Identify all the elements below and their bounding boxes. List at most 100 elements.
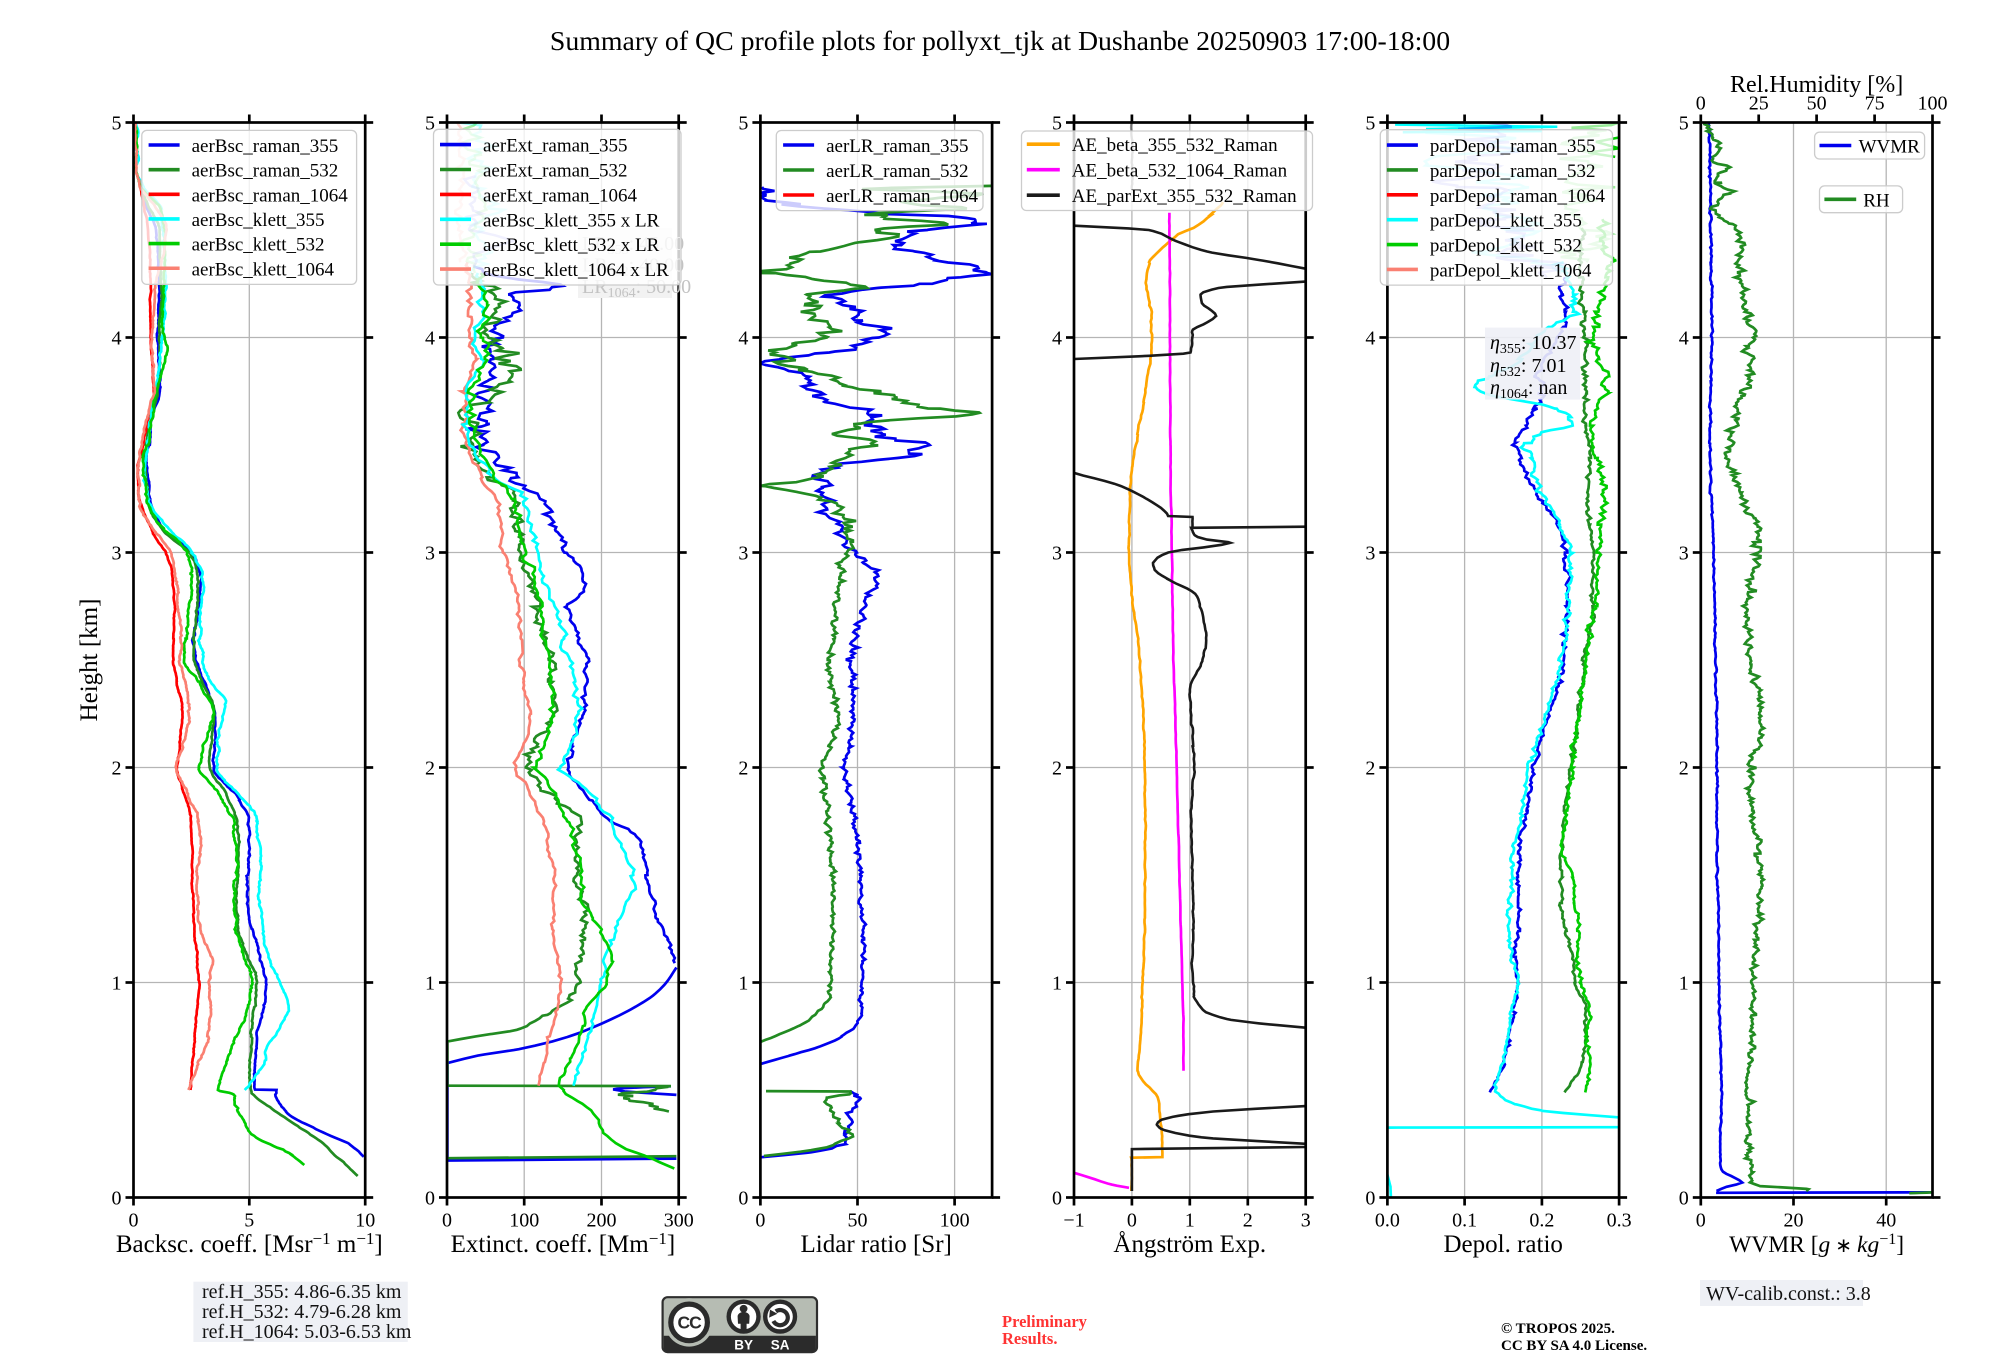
svg-text:50: 50: [848, 1210, 868, 1232]
svg-text:4: 4: [1679, 328, 1689, 350]
svg-text:AE_beta_355_532_Raman: AE_beta_355_532_Raman: [1072, 135, 1278, 156]
svg-text:aerBsc_raman_532: aerBsc_raman_532: [192, 161, 339, 182]
svg-text:0.1: 0.1: [1452, 1210, 1477, 1232]
svg-text:4: 4: [738, 328, 748, 350]
svg-text:5: 5: [1052, 113, 1062, 135]
svg-text:parDepol_klett_355: parDepol_klett_355: [1430, 211, 1582, 232]
svg-text:aerLR_raman_532: aerLR_raman_532: [826, 161, 968, 182]
svg-text:aerLR_raman_1064: aerLR_raman_1064: [826, 186, 978, 207]
svg-text:2: 2: [1365, 758, 1375, 780]
svg-text:100: 100: [940, 1210, 970, 1232]
svg-text:Height [km]: Height [km]: [76, 599, 103, 722]
svg-text:5: 5: [1365, 113, 1375, 135]
svg-text:η355: 10.37: η355: 10.37: [1490, 332, 1576, 357]
svg-text:η532: 7.01: η532: 7.01: [1490, 355, 1566, 380]
svg-text:aerBsc_klett_355: aerBsc_klett_355: [192, 210, 325, 231]
svg-text:Ångström Exp.: Ångström Exp.: [1113, 1231, 1266, 1258]
svg-text:Rel.Humidity [%]: Rel.Humidity [%]: [1730, 72, 1903, 98]
svg-text:aerExt_raman_355: aerExt_raman_355: [483, 136, 628, 157]
svg-text:parDepol_klett_1064: parDepol_klett_1064: [1430, 260, 1592, 281]
svg-text:AE_beta_532_1064_Raman: AE_beta_532_1064_Raman: [1072, 161, 1288, 182]
svg-text:25: 25: [1749, 93, 1769, 115]
svg-text:4: 4: [425, 328, 435, 350]
svg-text:aerBsc_raman_355: aerBsc_raman_355: [192, 136, 339, 157]
svg-text:4: 4: [112, 328, 122, 350]
svg-text:−1: −1: [1063, 1210, 1084, 1232]
svg-text:0: 0: [1679, 1188, 1689, 1210]
svg-text:5: 5: [244, 1210, 254, 1232]
svg-text:WVMR [g ∗ kg−1]: WVMR [g ∗ kg−1]: [1729, 1231, 1904, 1258]
svg-text:2: 2: [1243, 1210, 1253, 1232]
svg-text:ref.H_532: 4.79-6.28 km: ref.H_532: 4.79-6.28 km: [202, 1301, 402, 1323]
svg-text:3: 3: [1679, 543, 1689, 565]
svg-text:4: 4: [1052, 328, 1062, 350]
svg-text:2: 2: [1679, 758, 1689, 780]
svg-text:100: 100: [1918, 93, 1948, 115]
svg-text:0.2: 0.2: [1529, 1210, 1554, 1232]
svg-text:ref.H_1064: 5.03-6.53 km: ref.H_1064: 5.03-6.53 km: [202, 1321, 412, 1343]
svg-text:Depol. ratio: Depol. ratio: [1443, 1231, 1562, 1258]
svg-text:4: 4: [1365, 328, 1375, 350]
svg-text:WVMR: WVMR: [1859, 137, 1921, 158]
svg-text:1: 1: [425, 973, 435, 995]
svg-text:2: 2: [425, 758, 435, 780]
svg-text:5: 5: [1679, 113, 1689, 135]
svg-text:aerExt_raman_1064: aerExt_raman_1064: [483, 185, 638, 206]
svg-text:Results.: Results.: [1002, 1329, 1057, 1348]
svg-text:aerBsc_klett_532: aerBsc_klett_532: [192, 235, 325, 256]
svg-text:0.0: 0.0: [1375, 1210, 1400, 1232]
svg-text:Summary of QC profile plots fo: Summary of QC profile plots for pollyxt_…: [550, 26, 1450, 57]
svg-text:200: 200: [587, 1210, 617, 1232]
svg-text:aerBsc_klett_532 x LR: aerBsc_klett_532 x LR: [483, 235, 660, 256]
svg-text:1: 1: [1052, 973, 1062, 995]
svg-text:CC BY SA 4.0 License.: CC BY SA 4.0 License.: [1501, 1338, 1647, 1354]
svg-text:SA: SA: [771, 1338, 790, 1353]
svg-text:parDepol_raman_355: parDepol_raman_355: [1430, 136, 1596, 157]
svg-text:100: 100: [509, 1210, 539, 1232]
svg-text:1: 1: [1679, 973, 1689, 995]
svg-text:0: 0: [425, 1188, 435, 1210]
svg-text:0: 0: [738, 1188, 748, 1210]
svg-text:0: 0: [112, 1188, 122, 1210]
svg-text:2: 2: [112, 758, 122, 780]
svg-text:aerExt_raman_532: aerExt_raman_532: [483, 161, 628, 182]
svg-text:5: 5: [112, 113, 122, 135]
svg-text:1: 1: [1185, 1210, 1195, 1232]
svg-text:0: 0: [1365, 1188, 1375, 1210]
svg-text:aerBsc_klett_1064 x LR: aerBsc_klett_1064 x LR: [483, 260, 669, 281]
svg-text:parDepol_klett_532: parDepol_klett_532: [1430, 236, 1582, 257]
svg-text:parDepol_raman_532: parDepol_raman_532: [1430, 161, 1596, 182]
svg-text:3: 3: [738, 543, 748, 565]
svg-text:1: 1: [738, 973, 748, 995]
svg-text:3: 3: [112, 543, 122, 565]
svg-text:2: 2: [1052, 758, 1062, 780]
svg-text:0: 0: [1052, 1188, 1062, 1210]
svg-text:AE_parExt_355_532_Raman: AE_parExt_355_532_Raman: [1072, 186, 1297, 207]
svg-text:5: 5: [738, 113, 748, 135]
svg-text:10: 10: [355, 1210, 375, 1232]
svg-text:aerBsc_klett_355 x LR: aerBsc_klett_355 x LR: [483, 210, 660, 231]
svg-text:0.3: 0.3: [1607, 1210, 1632, 1232]
svg-text:0: 0: [442, 1210, 452, 1232]
svg-text:ref.H_355: 4.86-6.35 km: ref.H_355: 4.86-6.35 km: [202, 1281, 402, 1303]
svg-text:BY: BY: [734, 1338, 753, 1353]
svg-text:WV-calib.const.: 3.8: WV-calib.const.: 3.8: [1706, 1283, 1871, 1305]
svg-text:0: 0: [755, 1210, 765, 1232]
svg-text:Extinct. coeff. [Mm−1]: Extinct. coeff. [Mm−1]: [451, 1229, 676, 1258]
svg-text:aerBsc_raman_1064: aerBsc_raman_1064: [192, 185, 349, 206]
svg-text:0: 0: [1696, 93, 1706, 115]
svg-text:3: 3: [425, 543, 435, 565]
svg-text:20: 20: [1784, 1210, 1804, 1232]
svg-text:3: 3: [1052, 543, 1062, 565]
svg-text:0: 0: [1696, 1210, 1706, 1232]
svg-text:5: 5: [425, 113, 435, 135]
svg-text:1: 1: [1365, 973, 1375, 995]
svg-text:aerBsc_klett_1064: aerBsc_klett_1064: [192, 259, 335, 280]
svg-text:0: 0: [129, 1210, 139, 1232]
svg-text:3: 3: [1301, 1210, 1311, 1232]
svg-text:CC: CC: [677, 1313, 702, 1333]
svg-text:40: 40: [1876, 1210, 1896, 1232]
svg-text:aerLR_raman_355: aerLR_raman_355: [826, 136, 968, 157]
svg-text:1: 1: [112, 973, 122, 995]
svg-text:3: 3: [1365, 543, 1375, 565]
